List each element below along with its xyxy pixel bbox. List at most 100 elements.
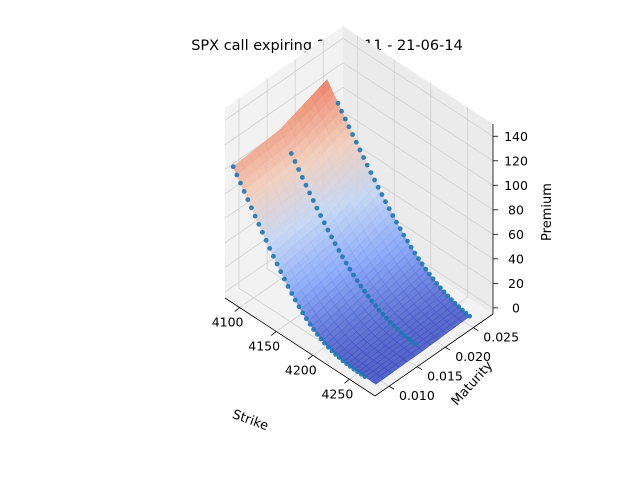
data-point	[260, 229, 265, 235]
back-wall-pane	[343, 26, 493, 314]
data-point	[263, 237, 269, 243]
data-point	[427, 271, 432, 277]
data-point	[383, 199, 388, 205]
data-point	[357, 147, 363, 153]
data-point	[336, 248, 342, 253]
data-point	[336, 355, 342, 360]
data-point	[358, 371, 364, 377]
data-point	[340, 358, 346, 364]
data-point	[234, 172, 240, 178]
data-point	[463, 310, 469, 316]
data-points	[230, 100, 473, 380]
y-tick-label: 0.020	[455, 349, 491, 364]
z-axis-label: Premium	[540, 183, 555, 241]
z-tick-label: 60	[508, 227, 524, 242]
data-point	[373, 303, 378, 309]
data-point	[347, 266, 353, 272]
data-point	[408, 244, 414, 250]
data-point	[292, 297, 298, 303]
y-tick-label: 0.010	[399, 388, 435, 403]
data-point	[339, 108, 344, 114]
data-point	[391, 323, 397, 329]
data-point	[299, 175, 305, 180]
y-tick	[388, 385, 395, 390]
data-point	[354, 278, 360, 283]
data-point	[314, 331, 320, 337]
y-tick	[473, 327, 479, 332]
x-tick	[270, 331, 277, 336]
data-point	[278, 269, 284, 275]
data-point	[362, 288, 367, 294]
data-point	[318, 336, 324, 342]
data-point	[434, 281, 440, 286]
data-point	[438, 285, 443, 291]
premium-surface	[232, 79, 471, 385]
x-tick-label: 4200	[285, 362, 317, 377]
data-point	[402, 333, 408, 339]
data-point	[230, 164, 236, 170]
data-point	[441, 289, 447, 295]
z-tick-label: 80	[508, 202, 524, 217]
x-tick-label: 4150	[248, 339, 280, 354]
data-point	[241, 189, 247, 194]
x-axis: 4100 4150 4200 4250	[212, 297, 376, 401]
x-axis-line	[224, 297, 376, 397]
data-point	[325, 344, 331, 350]
z-grid-line	[224, 37, 494, 137]
data-point	[467, 313, 473, 319]
data-point	[394, 219, 399, 225]
data-point	[333, 352, 338, 357]
x-tick-label: 4250	[321, 386, 353, 401]
data-point	[445, 293, 451, 299]
data-point	[368, 170, 374, 176]
data-point	[343, 260, 349, 266]
axes: 4100 4150 4200 4250 0.010 0.015 0.020 0.025 0 2…	[212, 124, 528, 403]
x-tick	[234, 307, 240, 312]
data-point	[419, 261, 425, 267]
data-point	[380, 311, 386, 317]
data-point	[282, 276, 287, 282]
data-point	[300, 310, 306, 316]
data-point	[329, 348, 335, 354]
data-point	[384, 315, 389, 321]
data-point	[398, 330, 404, 335]
z-tick-label: 120	[504, 153, 528, 168]
data-point	[430, 276, 436, 282]
data-point	[303, 316, 309, 322]
y-tick	[445, 346, 451, 351]
z-tick-label: 40	[508, 251, 524, 266]
x-tick-label: 4100	[212, 315, 244, 330]
data-point	[274, 261, 280, 267]
data-point	[351, 366, 357, 372]
data-point	[456, 304, 462, 310]
data-point	[387, 319, 393, 325]
data-point	[318, 213, 323, 218]
data-point	[245, 197, 251, 203]
data-point	[355, 369, 360, 375]
data-point	[342, 116, 348, 122]
data-point	[292, 159, 298, 164]
data-point	[249, 205, 254, 211]
data-point	[296, 167, 301, 172]
data-point	[386, 206, 392, 212]
data-point	[344, 361, 349, 366]
y-tick-label: 0.015	[427, 369, 463, 384]
data-point	[351, 272, 356, 278]
data-point	[460, 307, 465, 313]
data-point	[340, 254, 345, 260]
x-axis-label: Strike	[230, 407, 270, 434]
data-point	[361, 155, 366, 160]
data-point	[379, 192, 385, 197]
data-point	[362, 374, 368, 380]
data-point	[267, 246, 273, 251]
data-point	[347, 364, 353, 369]
data-point	[310, 198, 316, 203]
data-point	[369, 298, 375, 304]
z-grid-line	[224, 62, 494, 162]
data-point	[375, 184, 381, 190]
surface-patch	[371, 375, 385, 385]
data-point	[365, 293, 371, 299]
data-point	[303, 182, 309, 188]
data-point	[238, 180, 243, 186]
